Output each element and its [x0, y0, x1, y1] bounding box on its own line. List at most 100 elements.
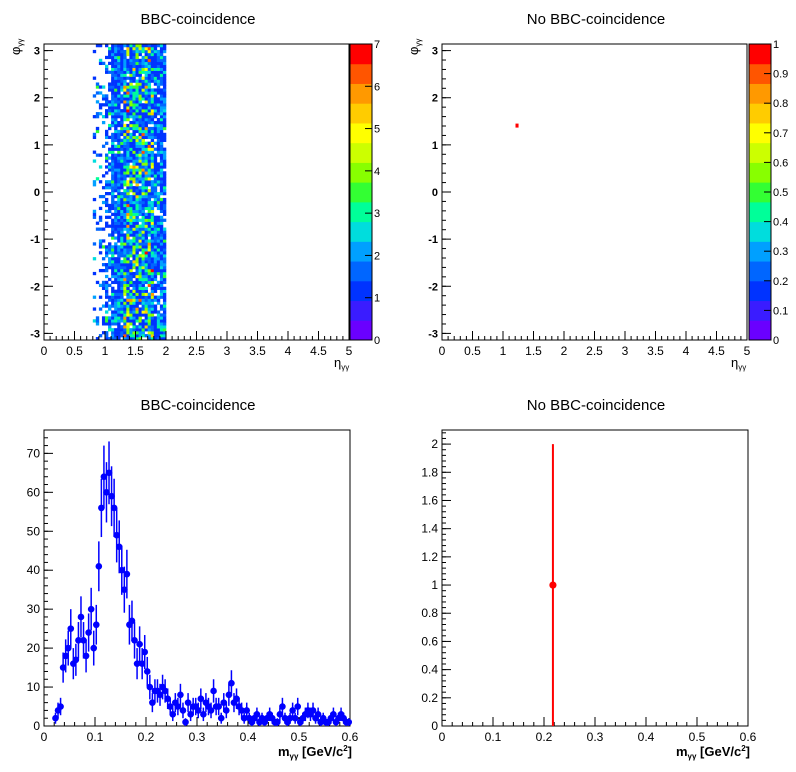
heatmap-cell [162, 79, 167, 83]
heatmap-cell [159, 132, 164, 137]
heatmap-cell [147, 313, 152, 317]
heatmap-cell [111, 123, 115, 128]
heatmap-cell [129, 123, 133, 128]
heatmap-cell [114, 118, 118, 122]
heatmap-cell [117, 109, 121, 113]
data-point [314, 711, 322, 718]
x-tick-label: 0 [41, 344, 48, 358]
heatmap-cell [144, 239, 148, 243]
heatmap-cell [135, 115, 139, 119]
heatmap-cell [153, 73, 158, 77]
heatmap-cell [117, 331, 121, 335]
heatmap-cell [108, 126, 112, 131]
heatmap-cell [159, 159, 164, 163]
heatmap-cell [114, 221, 118, 225]
heatmap-cell [101, 61, 106, 66]
heatmap-cell [162, 328, 167, 332]
heatmap-cell [141, 94, 145, 98]
colorbar-tick-label: 1 [374, 293, 380, 305]
heatmap-cell [135, 153, 139, 157]
colorbar-cell [350, 241, 372, 262]
heatmap-cell [120, 277, 124, 282]
heatmap-cell [138, 177, 142, 181]
heatmap-cell [141, 88, 145, 92]
heatmap-cell [111, 49, 115, 54]
heatmap-cell [105, 316, 109, 320]
heatmap-cell [123, 257, 127, 261]
data-point [90, 644, 98, 652]
heatmap-cell [153, 200, 158, 205]
heatmap-cell [132, 304, 136, 308]
heatmap-cell [129, 115, 133, 119]
heatmap-cell [135, 268, 139, 273]
y-tick-label: 1 [34, 140, 40, 152]
heatmap-cell [138, 206, 142, 211]
heatmap-cell [138, 260, 142, 264]
heatmap-cell [150, 319, 155, 323]
heatmap-cell [120, 236, 124, 240]
x-axis-label: ηγγ [731, 355, 746, 372]
heatmap-cell [138, 334, 142, 338]
heatmap-cell [114, 301, 118, 305]
heatmap-cell [153, 277, 158, 282]
heatmap-cell [120, 186, 124, 190]
heatmap-cell [114, 298, 118, 302]
y-tick-label: 0 [432, 187, 438, 199]
heatmap-cell [126, 52, 130, 57]
heatmap-cell [120, 274, 124, 279]
heatmap-cell [117, 227, 121, 231]
heatmap-cell [111, 233, 115, 237]
heatmap-cell [114, 106, 118, 110]
heatmap-cell [153, 112, 158, 116]
heatmap-cell [141, 49, 145, 54]
heatmap-cell [114, 171, 118, 175]
heatmap-cell [150, 245, 155, 249]
heatmap-cell [120, 123, 124, 128]
heatmap-cell [150, 120, 155, 125]
heatmap-cell [150, 200, 155, 205]
heatmap-cell [98, 106, 103, 110]
heatmap-cell [153, 44, 158, 48]
heatmap-cell [141, 224, 145, 228]
heatmap-cell [141, 206, 145, 211]
heatmap-cell [111, 263, 115, 267]
y-tick-label: -1 [428, 234, 438, 246]
heatmap-cell [162, 171, 167, 175]
heatmap-cell [126, 266, 130, 270]
heatmap-cell [105, 156, 109, 160]
heatmap-cell [147, 82, 152, 86]
heatmap-cell [120, 325, 124, 329]
heatmap-cell [135, 180, 139, 184]
heatmap-cell [126, 186, 130, 190]
plot-frame [441, 43, 748, 341]
data-point [92, 621, 100, 629]
heatmap-cell [123, 112, 127, 116]
heatmap-cell [159, 106, 164, 110]
y-tick-label: -3 [30, 328, 40, 340]
heatmap-cell [144, 322, 148, 326]
heatmap-cell [129, 212, 133, 216]
heatmap-cell [138, 147, 142, 151]
heatmap-cell [147, 271, 152, 276]
heatmap-cell [132, 153, 136, 157]
heatmap-cell [126, 115, 130, 119]
heatmap-cell [141, 177, 145, 181]
heatmap-cell [147, 242, 152, 246]
heatmap-cell [141, 156, 145, 160]
heatmap-cell [111, 165, 115, 169]
heatmap-cell [159, 82, 164, 86]
heatmap-cell [162, 115, 167, 119]
heatmap-cell [95, 91, 100, 95]
heatmap-cell [138, 165, 142, 169]
heatmap-cell [135, 295, 139, 299]
heatmap-cell [108, 260, 112, 264]
data-point [118, 566, 126, 574]
heatmap-cell [123, 147, 127, 151]
heatmap-cell [150, 52, 155, 57]
heatmap-cell [147, 129, 152, 134]
y-tick-label: 2 [431, 437, 438, 451]
data-point [80, 637, 87, 644]
heatmap-cell [123, 319, 127, 323]
data-point [128, 617, 136, 625]
heatmap-cell [111, 58, 115, 63]
